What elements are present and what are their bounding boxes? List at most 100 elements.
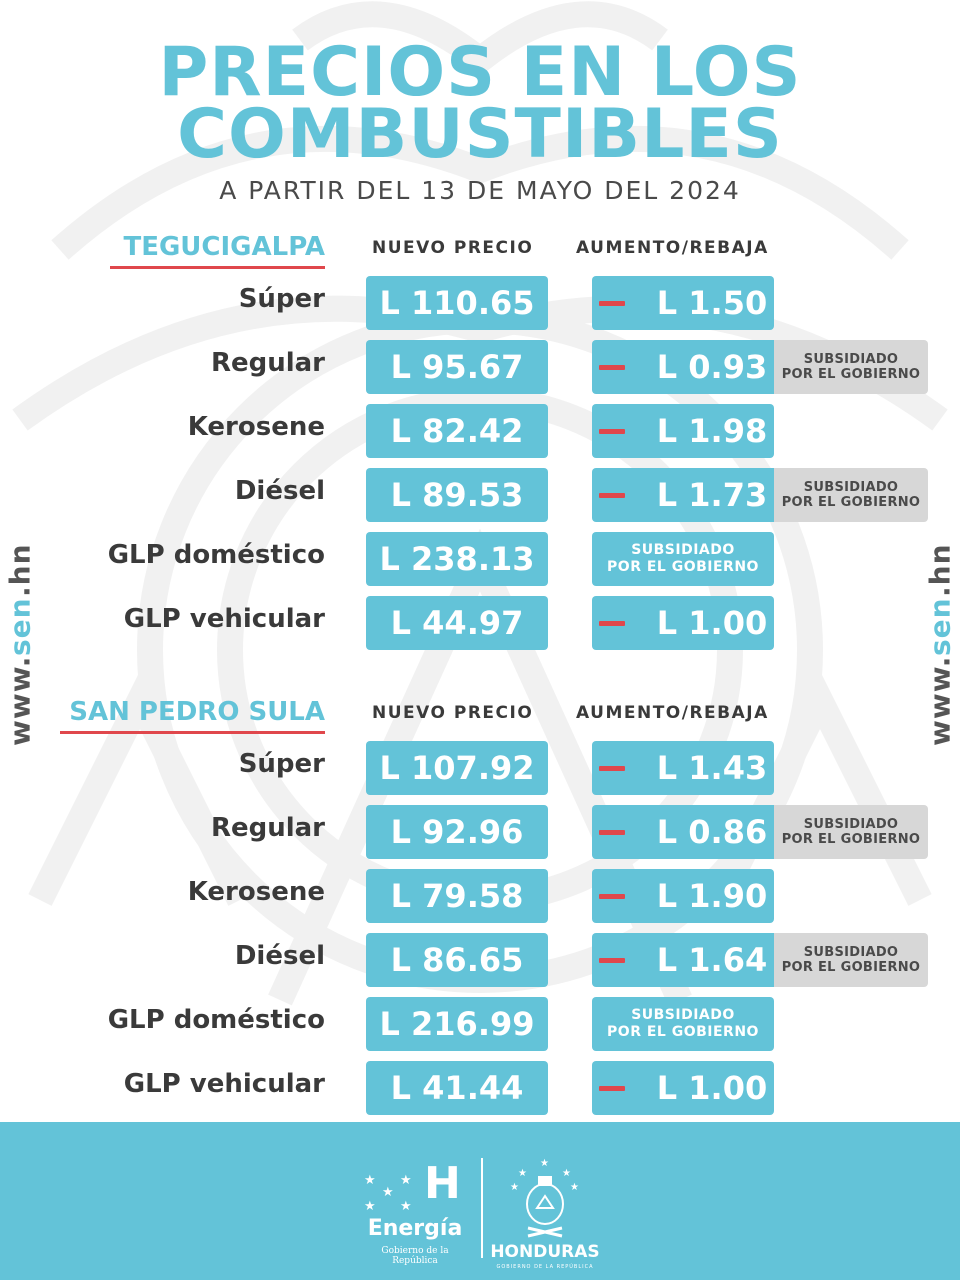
minus-icon <box>598 428 625 434</box>
change-cell: L 1.50 <box>592 276 774 330</box>
price-cell: L 110.65 <box>366 276 548 330</box>
price-cell: L 86.65 <box>366 933 548 987</box>
svg-text:★: ★ <box>364 1173 376 1188</box>
svg-text:★: ★ <box>400 1173 412 1188</box>
svg-text:★: ★ <box>510 1182 519 1193</box>
honduras-logo: ★ ★ ★ ★ ★ HONDURAS GOBIERNO DE LA REPÚBLIC… <box>488 1156 602 1270</box>
subsidy-badge: SUBSIDIADO POR EL GOBIERNO <box>774 468 928 522</box>
change-cell: L 0.86 <box>592 805 774 859</box>
minus-icon <box>598 492 625 498</box>
change-value: L 0.86 <box>656 813 768 851</box>
fuel-name: Diésel <box>234 941 325 971</box>
minus-icon <box>598 765 625 771</box>
price-cell: L 95.67 <box>366 340 548 394</box>
minus-icon <box>598 829 625 835</box>
change-value: L 1.64 <box>656 941 768 979</box>
minus-icon <box>598 893 625 899</box>
fuel-name: Kerosene <box>187 877 325 907</box>
city-underline <box>110 266 325 269</box>
subsidy-badge: SUBSIDIADO POR EL GOBIERNO <box>774 933 928 987</box>
energia-name: Energía <box>367 1216 463 1241</box>
fuel-name: Regular <box>210 813 325 843</box>
subsidy-line-1: SUBSIDIADO <box>803 480 899 495</box>
price-cell: L 82.42 <box>366 404 548 458</box>
subsidy-line-2: POR EL GOBIERNO <box>781 367 921 382</box>
fuel-name: Regular <box>210 348 325 378</box>
minus-icon <box>598 620 625 626</box>
subsidy-line-1: SUBSIDIADO <box>803 352 899 367</box>
table-row: GLP doméstico L 216.99 SUBSIDIADO POR EL … <box>0 997 960 1053</box>
price-cell: L 107.92 <box>366 741 548 795</box>
fuel-name: Súper <box>238 284 325 314</box>
change-value: L 1.00 <box>656 604 768 642</box>
change-value: L 1.90 <box>656 877 768 915</box>
change-value: L 1.73 <box>656 476 768 514</box>
fuel-name: Diésel <box>234 476 325 506</box>
table-row: Regular L 95.67 L 0.93 SUBSIDIADO POR EL … <box>0 340 960 396</box>
svg-text:★: ★ <box>400 1199 412 1214</box>
footer-banner: ★ ★ ★ ★ ★ H Energía Gobierno de la Repúbli… <box>0 1122 960 1280</box>
price-cell: L 89.53 <box>366 468 548 522</box>
table-row: Diésel L 86.65 L 1.64 SUBSIDIADO POR EL G… <box>0 933 960 989</box>
title-line-2: COMBUSTIBLES <box>177 95 783 174</box>
table-row: GLP vehicular L 41.44 L 1.00 <box>0 1061 960 1117</box>
honduras-name: HONDURAS <box>490 1242 600 1262</box>
subsidy-line-2: POR EL GOBIERNO <box>781 832 921 847</box>
minus-icon <box>598 1085 625 1091</box>
svg-text:★: ★ <box>382 1185 394 1200</box>
change-cell: L 1.00 <box>592 596 774 650</box>
table-row: Kerosene L 79.58 L 1.90 <box>0 869 960 925</box>
svg-text:★: ★ <box>518 1168 527 1179</box>
table-row: Regular L 92.96 L 0.86 SUBSIDIADO POR EL … <box>0 805 960 861</box>
subsidy-line-2: POR EL GOBIERNO <box>607 559 759 575</box>
svg-text:★: ★ <box>364 1199 376 1214</box>
table-row: Kerosene L 82.42 L 1.98 <box>0 404 960 460</box>
change-cell: L 1.73 <box>592 468 774 522</box>
change-cell: L 1.00 <box>592 1061 774 1115</box>
subsidy-line-1: SUBSIDIADO <box>803 817 899 832</box>
logo-divider <box>481 1158 483 1258</box>
column-header-change: AUMENTO/REBAJA <box>576 703 769 723</box>
change-cell-subsidized: SUBSIDIADO POR EL GOBIERNO <box>592 997 774 1051</box>
fuel-name: Súper <box>238 749 325 779</box>
subsidy-line-2: POR EL GOBIERNO <box>607 1024 759 1040</box>
change-value: L 1.43 <box>656 749 768 787</box>
section-san-pedro-sula: SAN PEDRO SULA NUEVO PRECIO AUMENTO/REBA… <box>0 697 960 1117</box>
coat-of-arms-icon: ★ ★ ★ ★ ★ <box>510 1158 579 1238</box>
change-cell: L 0.93 <box>592 340 774 394</box>
change-cell: L 1.98 <box>592 404 774 458</box>
energia-subtitle: Gobierno de la República <box>381 1246 449 1266</box>
subsidy-badge: SUBSIDIADO POR EL GOBIERNO <box>774 805 928 859</box>
table-row: GLP doméstico L 238.13 SUBSIDIADO POR EL … <box>0 532 960 588</box>
minus-icon <box>598 300 625 306</box>
svg-text:★: ★ <box>570 1182 579 1193</box>
title-line-1: PRECIOS EN LOS <box>158 33 802 112</box>
price-cell: L 41.44 <box>366 1061 548 1115</box>
change-cell-subsidized: SUBSIDIADO POR EL GOBIERNO <box>592 532 774 586</box>
fuel-name: GLP vehicular <box>123 604 325 634</box>
subsidy-line-2: POR EL GOBIERNO <box>781 960 921 975</box>
stars-icon: ★ ★ ★ ★ ★ <box>364 1173 412 1214</box>
change-cell: L 1.90 <box>592 869 774 923</box>
subsidy-line-1: SUBSIDIADO <box>803 945 899 960</box>
date-subtitle: A PARTIR DEL 13 DE MAYO DEL 2024 <box>219 176 741 205</box>
fuel-name: GLP vehicular <box>123 1069 325 1099</box>
energia-h-mark: H <box>424 1158 461 1209</box>
subsidy-line-1: SUBSIDIADO <box>631 1007 735 1023</box>
price-cell: L 238.13 <box>366 532 548 586</box>
table-row: Súper L 110.65 L 1.50 <box>0 276 960 332</box>
minus-icon <box>598 364 625 370</box>
subsidy-line-1: SUBSIDIADO <box>631 542 735 558</box>
change-value: L 1.50 <box>656 284 768 322</box>
page-title: PRECIOS EN LOS COMBUSTIBLES <box>0 33 960 174</box>
subsidy-line-2: POR EL GOBIERNO <box>781 495 921 510</box>
svg-text:★: ★ <box>540 1158 549 1169</box>
change-value: L 1.98 <box>656 412 768 450</box>
price-cell: L 44.97 <box>366 596 548 650</box>
section-tegucigalpa: TEGUCIGALPA NUEVO PRECIO AUMENTO/REBAJA … <box>0 232 960 652</box>
change-cell: L 1.64 <box>592 933 774 987</box>
table-row: Diésel L 89.53 L 1.73 SUBSIDIADO POR EL G… <box>0 468 960 524</box>
honduras-subtitle: GOBIERNO DE LA REPÚBLICA <box>496 1264 594 1270</box>
change-cell: L 1.43 <box>592 741 774 795</box>
table-row: Súper L 107.92 L 1.43 <box>0 741 960 797</box>
